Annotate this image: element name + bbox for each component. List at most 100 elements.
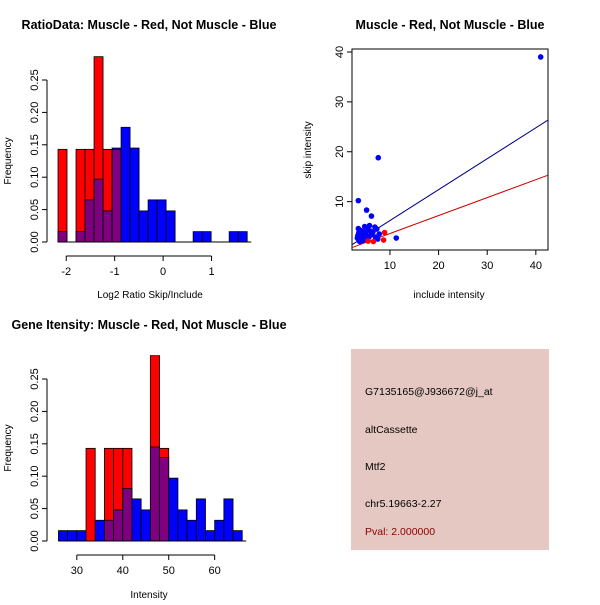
scatter-x-axis-label: include intensity [413,290,484,301]
ratio-bar-not-muscle [201,231,212,243]
scatter-y-tick-label: 40 [334,46,346,58]
scatter-point-not-muscle [356,238,363,245]
ratio-bar-overlap [57,231,68,243]
ratio-bar-not-muscle [129,147,140,243]
ratio-bar-overlap [102,210,113,243]
intensity-bar-not-muscle [223,498,234,542]
ratio-bar-not-muscle [228,231,239,243]
scatter-x-tick-label: 40 [530,260,542,272]
intensity-x-tick-label: 40 [117,565,129,577]
ratio-y-tick-label: 0.00 [29,231,41,252]
intensity-y-tick-label: 0.15 [29,433,41,454]
intensity-y-tick-label: 0.10 [29,465,41,486]
intensity-scatter-plot: Muscle - Red, Not Muscle - Blue 10 20 30 40… [303,18,549,301]
scatter-chart-title: Muscle - Red, Not Muscle - Blue [356,18,545,32]
intensity-chart-title: Gene Itensity: Muscle - Red, Not Muscle … [11,318,286,332]
ratio-y-tick-label: 0.20 [29,102,41,123]
intensity-bar-not-muscle [195,498,206,542]
intensity-bar-not-muscle [67,530,78,542]
scatter-plot-box [351,48,549,251]
scatter-point-not-muscle [355,197,362,204]
ratio-bar-not-muscle [138,210,149,243]
intensity-y-tick-label: 0.20 [29,401,41,422]
scatter-x-tick-label: 20 [432,260,444,272]
p-value: Pval: 2.000000 [365,526,436,538]
intensity-bar-overlap [122,488,133,542]
intensity-y-tick-label: 0.00 [29,530,41,551]
scatter-y-tick-label: 20 [334,146,346,158]
intensity-y-axis-label: Frequency [3,424,14,471]
intensity-bar-not-muscle [168,477,179,542]
ratio-bar-not-muscle [120,126,131,243]
scatter-point-not-muscle [393,235,400,241]
intensity-bar-not-muscle [232,530,243,542]
scatter-point-not-muscle [537,54,544,60]
scatter-point-not-muscle [374,236,381,242]
intensity-bar-not-muscle [205,530,216,542]
intensity-bar-not-muscle [58,530,69,542]
intensity-x-tick-label: 60 [209,565,221,577]
scatter-y-tick-label: 30 [334,96,346,108]
scatter-point-not-muscle [363,207,370,213]
scatter-y-axis-label: skip intensity [303,121,314,178]
intensity-bar-overlap [149,446,160,542]
ratio-x-tick-label: -2 [61,266,71,278]
scatter-point-muscle [381,229,388,236]
intensity-x-tick-label: 50 [163,565,175,577]
scatter-point-muscle [370,238,377,245]
intensity-bar-overlap [159,457,170,542]
scatter-y-tick-label: 10 [334,195,346,207]
intensity-bar-overlap [104,519,114,542]
ratio-bar-not-muscle [237,231,248,243]
ratio-y-axis-label: Frequency [3,137,14,184]
intensity-bar-not-muscle [186,519,197,542]
ratio-y-tick-label: 0.15 [29,134,41,155]
ratio-bar-overlap [93,178,104,243]
ratio-bar-overlap [75,231,86,243]
ratio-x-tick-label: -1 [110,266,120,278]
intensity-bar-not-muscle [177,509,188,542]
probe-id: G7135165@J936672@j_at [365,386,493,398]
ratio-bar-overlap [84,199,95,243]
scatter-point-not-muscle [374,226,380,232]
scatter-point-muscle [365,238,371,244]
probe-info-panel: G7135165@J936672@j_at altCassette Mtf2 c… [351,349,549,550]
intensity-bar-not-muscle [131,498,142,542]
intensity-bar-muscle [85,447,96,542]
scatter-point-not-muscle [375,154,382,161]
ratio-chart-title: RatioData: Muscle - Red, Not Muscle - Bl… [22,18,277,32]
scatter-x-tick-label: 10 [384,260,396,272]
ratio-y-tick-label: 0.10 [29,166,41,187]
intensity-bar-not-muscle [76,530,87,542]
ratio-bar-not-muscle [165,210,176,243]
intensity-x-axis-label: Intensity [130,590,167,600]
intensity-histogram: Gene Itensity: Muscle - Red, Not Muscle … [3,318,287,601]
ratio-bar-not-muscle [147,199,158,243]
ratio-x-axis-label: Log2 Ratio Skip/Include [97,290,203,301]
genomic-location: chr5.19663-2.27 [365,498,442,510]
ratio-x-tick-label: 1 [208,266,214,278]
ratio-bar-overlap [111,148,122,243]
ratio-bar-muscle [75,148,86,243]
ratio-histogram: RatioData: Muscle - Red, Not Muscle - Bl… [3,18,276,301]
intensity-y-tick-label: 0.05 [29,498,41,519]
intensity-x-tick-label: 30 [71,565,83,577]
ratio-x-tick-label: 0 [160,266,166,278]
scatter-point-muscle [380,237,387,243]
scatter-x-tick-label: 30 [481,260,493,272]
ratio-y-tick-label: 0.05 [29,199,41,220]
ratio-bar-not-muscle [156,199,167,243]
gene-name: Mtf2 [365,461,386,473]
intensity-bar-not-muscle [214,519,225,542]
intensity-y-tick-label: 0.25 [29,368,41,389]
fit-line-muscle [351,174,549,249]
scatter-point-not-muscle [368,213,375,219]
scatter-point-not-muscle [376,231,383,237]
intensity-bar-overlap [113,509,124,542]
fit-line-not-muscle [351,119,549,246]
ratio-bar-muscle [57,148,68,243]
ratio-y-tick-label: 0.25 [29,69,41,90]
intensity-bar-not-muscle [94,519,105,542]
ratio-bar-not-muscle [192,231,203,243]
